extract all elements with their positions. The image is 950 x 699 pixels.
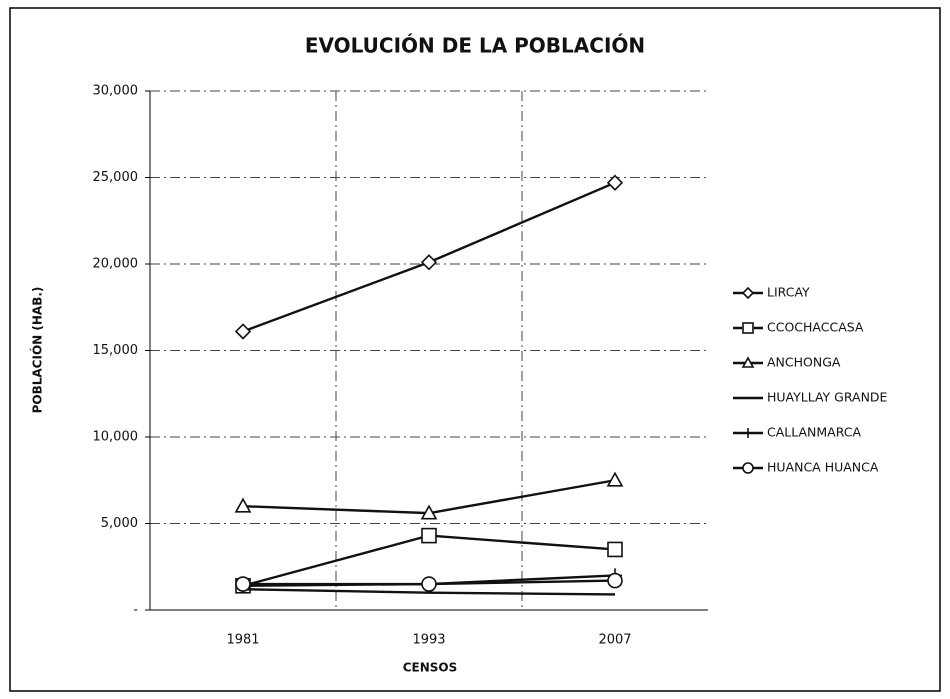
- y-tick-label: -: [133, 603, 138, 618]
- legend-label: ANCHONGA: [767, 355, 841, 370]
- y-tick-label: 15,000: [93, 343, 139, 358]
- marker: [607, 572, 623, 589]
- x-axis-title: CENSOS: [403, 661, 458, 675]
- legend-label: HUAYLLAY GRANDE: [767, 390, 888, 405]
- x-tick-label: 2007: [598, 633, 631, 648]
- marker: [235, 576, 251, 592]
- series-line: [242, 588, 616, 596]
- y-tick-label: 25,000: [93, 170, 139, 185]
- legend-label: CCOCHACCASA: [767, 320, 864, 335]
- marker: [421, 576, 437, 592]
- marker: [741, 286, 755, 300]
- y-axis-title: POBLACIÓN (HAB.): [30, 287, 45, 414]
- marker: [421, 527, 437, 544]
- y-tick-label: 5,000: [101, 516, 138, 531]
- chart-title: EVOLUCIÓN DE LA POBLACIÓN: [305, 34, 645, 58]
- marker: [742, 322, 754, 334]
- marker: [606, 174, 624, 191]
- x-tick-label: 1993: [412, 633, 445, 648]
- marker: [742, 462, 754, 474]
- chart-border: [9, 7, 941, 692]
- legend-label: LIRCAY: [767, 285, 810, 300]
- marker: [234, 323, 252, 340]
- y-tick-label: 10,000: [93, 430, 139, 445]
- y-tick-label: 20,000: [93, 257, 139, 272]
- y-tick-label: 30,000: [93, 84, 139, 99]
- marker: [743, 428, 753, 438]
- legend-label: HUANCA HUANCA: [767, 460, 879, 475]
- x-tick-label: 1981: [226, 633, 259, 648]
- marker: [420, 504, 438, 520]
- marker: [607, 541, 623, 558]
- legend-label: CALLANMARCA: [767, 425, 862, 440]
- marker: [741, 356, 755, 368]
- marker: [234, 497, 252, 513]
- marker: [420, 254, 438, 271]
- marker: [606, 471, 624, 487]
